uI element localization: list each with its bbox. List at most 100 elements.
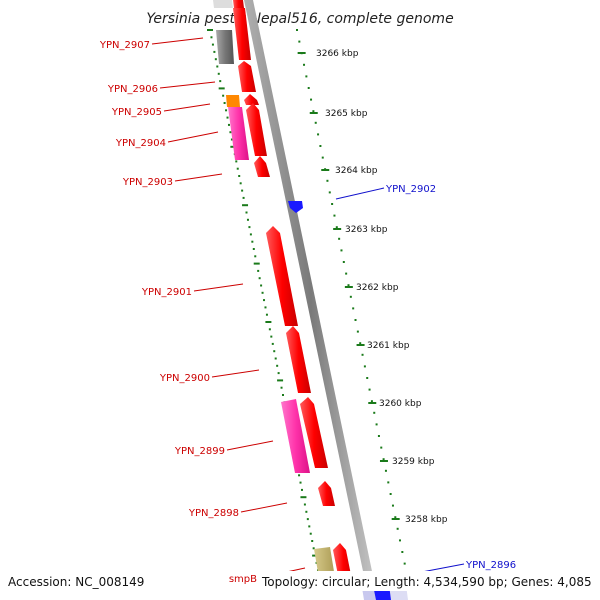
outer-minor-tick <box>303 63 306 66</box>
accession-label: Accession: NC_008149 <box>8 575 144 589</box>
inner-minor-tick <box>264 306 267 309</box>
outer-minor-tick <box>310 98 313 101</box>
tick-label: 3259 kbp <box>392 457 435 467</box>
gene-label-ypn-2907[interactable]: YPN_2907 <box>99 40 150 51</box>
inner-minor-tick <box>235 160 238 163</box>
tick-label: 3264 kbp <box>335 166 378 176</box>
gene-label-ypn-2896[interactable]: YPN_2896 <box>465 560 516 571</box>
gene-label-ypn-2902[interactable]: YPN_2902 <box>385 184 436 195</box>
outer-minor-tick <box>349 295 352 298</box>
tick-label: 3260 kbp <box>379 399 422 409</box>
inner-minor-tick <box>260 284 263 287</box>
inner-minor-tick <box>254 255 257 258</box>
gene-arrow-ypn-2898 <box>318 481 335 506</box>
tick-label: 3263 kbp <box>345 225 388 235</box>
label-leader-line <box>174 173 223 182</box>
gene-label-ypn-2900[interactable]: YPN_2900 <box>159 373 210 384</box>
inner-minor-tick <box>245 211 248 214</box>
inner-minor-tick <box>299 481 302 484</box>
inner-minor-tick <box>217 72 220 75</box>
inner-major-tick <box>207 29 213 31</box>
inner-minor-tick <box>236 167 239 170</box>
outer-minor-tick <box>377 435 380 437</box>
outer-minor-tick <box>342 261 345 263</box>
inner-major-tick <box>277 379 284 382</box>
outer-minor-tick <box>387 481 390 484</box>
genome-backbone <box>244 0 378 600</box>
outer-minor-tick <box>352 307 355 310</box>
inner-major-tick <box>312 554 319 557</box>
gene-label-ypn-2905[interactable]: YPN_2905 <box>111 107 162 118</box>
outer-minor-tick <box>340 249 343 252</box>
inner-major-tick <box>253 262 260 265</box>
gene-label-ypn-2906[interactable]: YPN_2906 <box>107 84 158 95</box>
outer-tick-ring <box>296 29 411 588</box>
inner-minor-tick <box>309 532 312 535</box>
gene-label-ypn-2899[interactable]: YPN_2899 <box>174 446 225 457</box>
gene-label-ypn-2903[interactable]: YPN_2903 <box>122 177 173 188</box>
gene-label-ypn-2904[interactable]: YPN_2904 <box>115 138 166 149</box>
label-leader-line <box>193 283 244 292</box>
inner-major-tick <box>218 87 225 90</box>
inner-minor-tick <box>300 488 303 491</box>
inner-minor-tick <box>227 123 230 126</box>
footer-background <box>258 571 593 591</box>
gene-track <box>213 0 408 600</box>
map-title: Yersinia pestis Nepal516, complete genom… <box>146 11 453 27</box>
outer-minor-tick <box>373 411 376 414</box>
outer-minor-tick <box>347 284 350 287</box>
inner-minor-tick <box>223 102 226 104</box>
gene-arrow-ypn-2901 <box>266 226 298 326</box>
inner-minor-tick <box>249 233 252 236</box>
outer-minor-tick <box>361 353 364 356</box>
inner-minor-tick <box>308 525 311 528</box>
inner-minor-tick <box>219 80 222 83</box>
outer-minor-tick <box>312 110 315 113</box>
inner-minor-tick <box>248 226 251 229</box>
outer-minor-tick <box>354 319 357 321</box>
gene-arrow-ypn-2906 <box>238 61 256 92</box>
inner-minor-tick <box>214 58 217 61</box>
tick-label: 3265 kbp <box>325 109 368 119</box>
inner-minor-tick <box>216 65 219 68</box>
outer-minor-tick <box>338 237 341 240</box>
gene-label-ypn-2898[interactable]: YPN_2898 <box>188 508 239 519</box>
outer-minor-tick <box>370 400 373 403</box>
inner-minor-tick <box>311 540 314 542</box>
label-leader-line <box>335 187 385 200</box>
inner-minor-tick <box>239 182 242 185</box>
outer-minor-tick <box>396 527 399 530</box>
inner-minor-tick <box>276 364 279 367</box>
inner-minor-tick <box>263 299 266 302</box>
inner-major-tick <box>265 321 272 323</box>
label-leader-line <box>167 131 219 143</box>
label-leader-line <box>240 502 288 513</box>
gene-label-smpb[interactable]: smpB <box>229 574 257 585</box>
inner-minor-tick <box>257 269 260 272</box>
gene-block-ypn-2907 <box>216 30 234 64</box>
inner-minor-tick <box>238 175 241 177</box>
inner-major-tick <box>300 496 307 499</box>
gene-arrow-ypn-2904-fwd <box>246 103 267 156</box>
inner-minor-tick <box>229 131 232 134</box>
gene-labels-right: YPN_2902 YPN_2896 <box>385 184 516 571</box>
inner-minor-tick <box>258 277 261 280</box>
inner-minor-tick <box>280 386 283 389</box>
outer-minor-tick <box>319 145 322 147</box>
inner-minor-tick <box>226 116 229 119</box>
outer-minor-tick <box>331 203 334 205</box>
gene-label-ypn-2901[interactable]: YPN_2901 <box>141 287 192 298</box>
outer-minor-tick <box>391 504 394 507</box>
gene-arrow-ypn-2903 <box>254 156 270 177</box>
outer-minor-tick <box>380 446 383 449</box>
outer-minor-tick <box>375 423 378 426</box>
gene-arrow-ypn-2905-fwd <box>244 94 259 105</box>
outer-minor-tick <box>382 458 385 461</box>
inner-minor-tick <box>251 240 254 243</box>
outer-minor-tick <box>298 40 301 43</box>
label-leader-line <box>226 440 274 451</box>
inner-minor-tick <box>268 328 271 331</box>
inner-minor-tick <box>230 138 233 141</box>
outer-minor-tick <box>345 272 348 275</box>
